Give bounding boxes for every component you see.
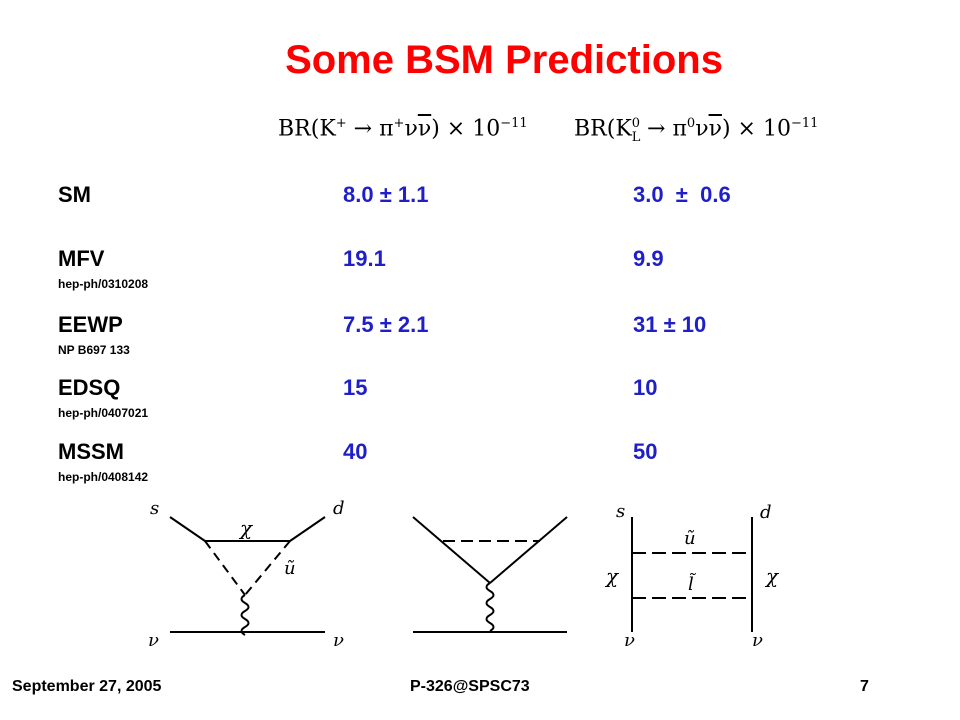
value-charged-sm: 8.0 ± 1.1 [343,182,429,207]
diagram1-label-u: ũ [284,558,296,579]
model-label-eewp: EEWP [58,312,123,337]
diagram3-label-s: s [616,501,625,522]
footer-page-number: 7 [860,678,869,695]
value-neutral-eewp: 31 ± 10 [633,312,707,337]
model-ref-mssm: hep-ph/0408142 [58,470,149,484]
model-label-mfv: MFV [58,246,105,271]
value-charged-eewp: 7.5 ± 2.1 [343,312,429,337]
column-header-charged: BR(K+ → π+νν) × 10−11 [278,116,528,142]
diagram3-label-d: d [760,502,772,523]
diagram1-label-nu-right: ν [333,630,344,651]
diagram1-label-nu-left: ν [148,630,159,651]
diagram1-label-s: s [150,498,159,519]
diagram3-label-l: l̃ [688,572,697,595]
slide-title: Some BSM Predictions [285,38,723,82]
value-charged-mssm: 40 [343,439,368,464]
feynman-diagram-penguin-scalar [412,516,568,633]
footer-center: P-326@SPSC73 [410,678,530,695]
value-charged-edsq: 15 [343,375,368,400]
value-neutral-mfv: 9.9 [633,246,664,271]
diagram1-label-chi: χ [238,516,254,540]
value-neutral-mssm: 50 [633,439,658,464]
diagram3-label-nu-right: ν [752,630,763,651]
diagram3-label-u: ũ [684,528,696,549]
value-neutral-edsq: 10 [633,375,658,400]
model-label-mssm: MSSM [58,439,124,464]
diagram1-label-d: d [333,498,345,519]
footer-date: September 27, 2005 [12,678,162,695]
model-ref-edsq: hep-ph/0407021 [58,406,149,420]
diagram3-label-chi-right: χ [764,564,780,588]
value-neutral-sm: 3.0 ± 0.6 [633,182,731,207]
model-ref-mfv: hep-ph/0310208 [58,277,149,291]
column-header-neutral: BR(K0 L → π0νν) × 10−11 [574,116,819,145]
model-ref-eewp: NP B697 133 [58,343,130,357]
value-charged-mfv: 19.1 [343,246,386,271]
diagram3-label-chi-left: χ [604,564,620,588]
diagram3-label-nu-left: ν [624,630,635,651]
model-label-sm: SM [58,182,91,207]
model-label-edsq: EDSQ [58,375,121,400]
feynman-diagram-box [631,517,753,632]
feynman-diagram-penguin-chargino [169,516,326,636]
